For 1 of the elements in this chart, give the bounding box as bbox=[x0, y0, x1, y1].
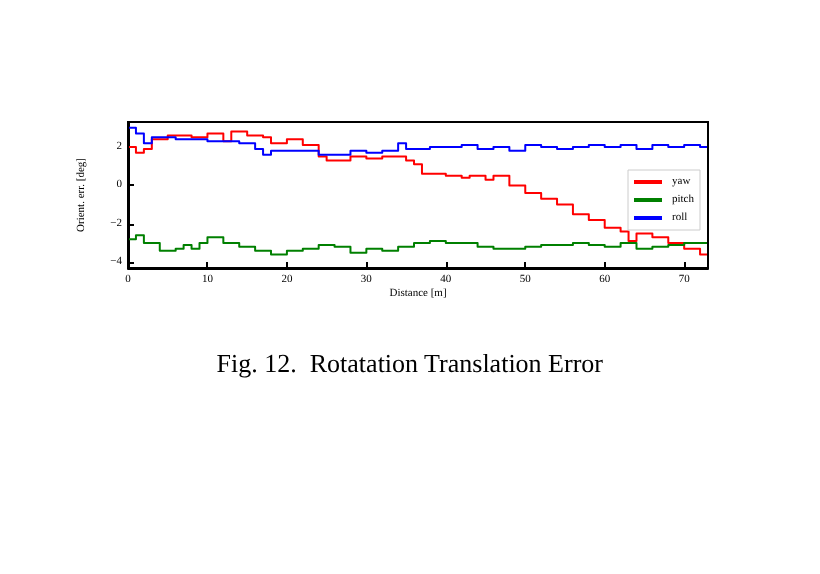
caption: Fig. 12. Rotatation Translation Error bbox=[216, 348, 605, 378]
